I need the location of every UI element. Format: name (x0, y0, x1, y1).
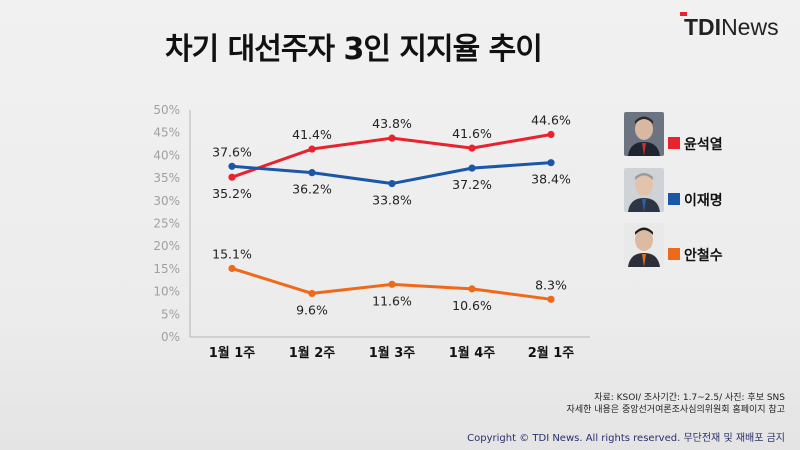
y-tick-label: 30% (153, 194, 180, 208)
y-tick-label: 5% (161, 307, 180, 321)
candidate-photo (624, 168, 664, 212)
copyright-notice: Copyright © TDI News. All rights reserve… (467, 433, 785, 444)
source-line: 자료: KSOI/ 조사기간: 1.7~2.5/ 사진: 후보 SNS (594, 393, 785, 403)
y-tick-label: 20% (153, 239, 180, 253)
x-tick-label: 1월 4주 (449, 345, 496, 361)
data-label: 10.6% (452, 298, 492, 313)
y-tick-label: 15% (153, 262, 180, 276)
legend-swatch (668, 193, 680, 205)
y-tick-label: 40% (153, 148, 180, 162)
data-point (228, 264, 236, 273)
legend-label: 윤석열 (684, 137, 723, 153)
data-label: 36.2% (292, 182, 332, 197)
data-label: 43.8% (372, 116, 412, 131)
data-label: 9.6% (296, 302, 328, 317)
data-label: 44.6% (531, 113, 571, 128)
legend-swatch (668, 137, 680, 149)
data-point (388, 280, 396, 288)
x-tick-label: 1월 1주 (209, 345, 256, 361)
brand-logo-light: News (721, 14, 779, 40)
y-tick-label: 25% (153, 217, 180, 231)
data-point (308, 145, 316, 153)
data-label: 35.2% (212, 186, 252, 201)
legend-swatch (668, 248, 680, 260)
y-tick-label: 45% (153, 126, 180, 140)
x-tick-label: 1월 2주 (289, 345, 336, 361)
data-point (547, 159, 555, 167)
source-line: 자세한 내용은 중앙선거여론조사심의위원회 홈페이지 참고 (566, 405, 785, 415)
data-point (228, 162, 236, 170)
x-tick-label: 1월 3주 (369, 345, 416, 361)
y-tick-label: 10% (153, 285, 180, 299)
data-point (468, 144, 476, 152)
candidate-photo (624, 112, 664, 156)
brand-mark (680, 12, 687, 16)
brand-logo: TDINews (684, 14, 779, 41)
data-label: 37.6% (212, 144, 252, 159)
data-point (388, 179, 396, 188)
data-label: 8.3% (535, 277, 567, 292)
legend-label: 이재명 (684, 193, 723, 209)
data-label: 37.2% (452, 177, 492, 192)
data-label: 38.4% (531, 172, 571, 187)
data-label: 33.8% (372, 193, 412, 208)
y-tick-label: 35% (153, 171, 180, 185)
data-point (468, 164, 476, 172)
data-label: 41.6% (452, 126, 492, 141)
data-point (547, 295, 555, 303)
data-point (308, 289, 316, 298)
data-point (308, 169, 316, 177)
y-tick-label: 50% (153, 103, 180, 117)
legend-label: 안철수 (684, 248, 723, 264)
data-point (388, 134, 396, 142)
data-label: 41.4% (292, 127, 332, 142)
data-point (547, 130, 555, 139)
data-point (228, 173, 236, 181)
data-label: 11.6% (372, 293, 412, 308)
candidate-photo (624, 223, 664, 267)
brand-logo-bold: TDI (684, 14, 722, 40)
x-tick-label: 2월 1주 (528, 345, 575, 361)
data-label: 15.1% (212, 246, 252, 261)
page-title: 차기 대선주자 3인 지지율 추이 (165, 32, 543, 67)
y-tick-label: 0% (161, 330, 180, 344)
source-note: 자료: KSOI/ 조사기간: 1.7~2.5/ 사진: 후보 SNS 자세한 … (567, 392, 785, 416)
data-point (468, 285, 476, 293)
